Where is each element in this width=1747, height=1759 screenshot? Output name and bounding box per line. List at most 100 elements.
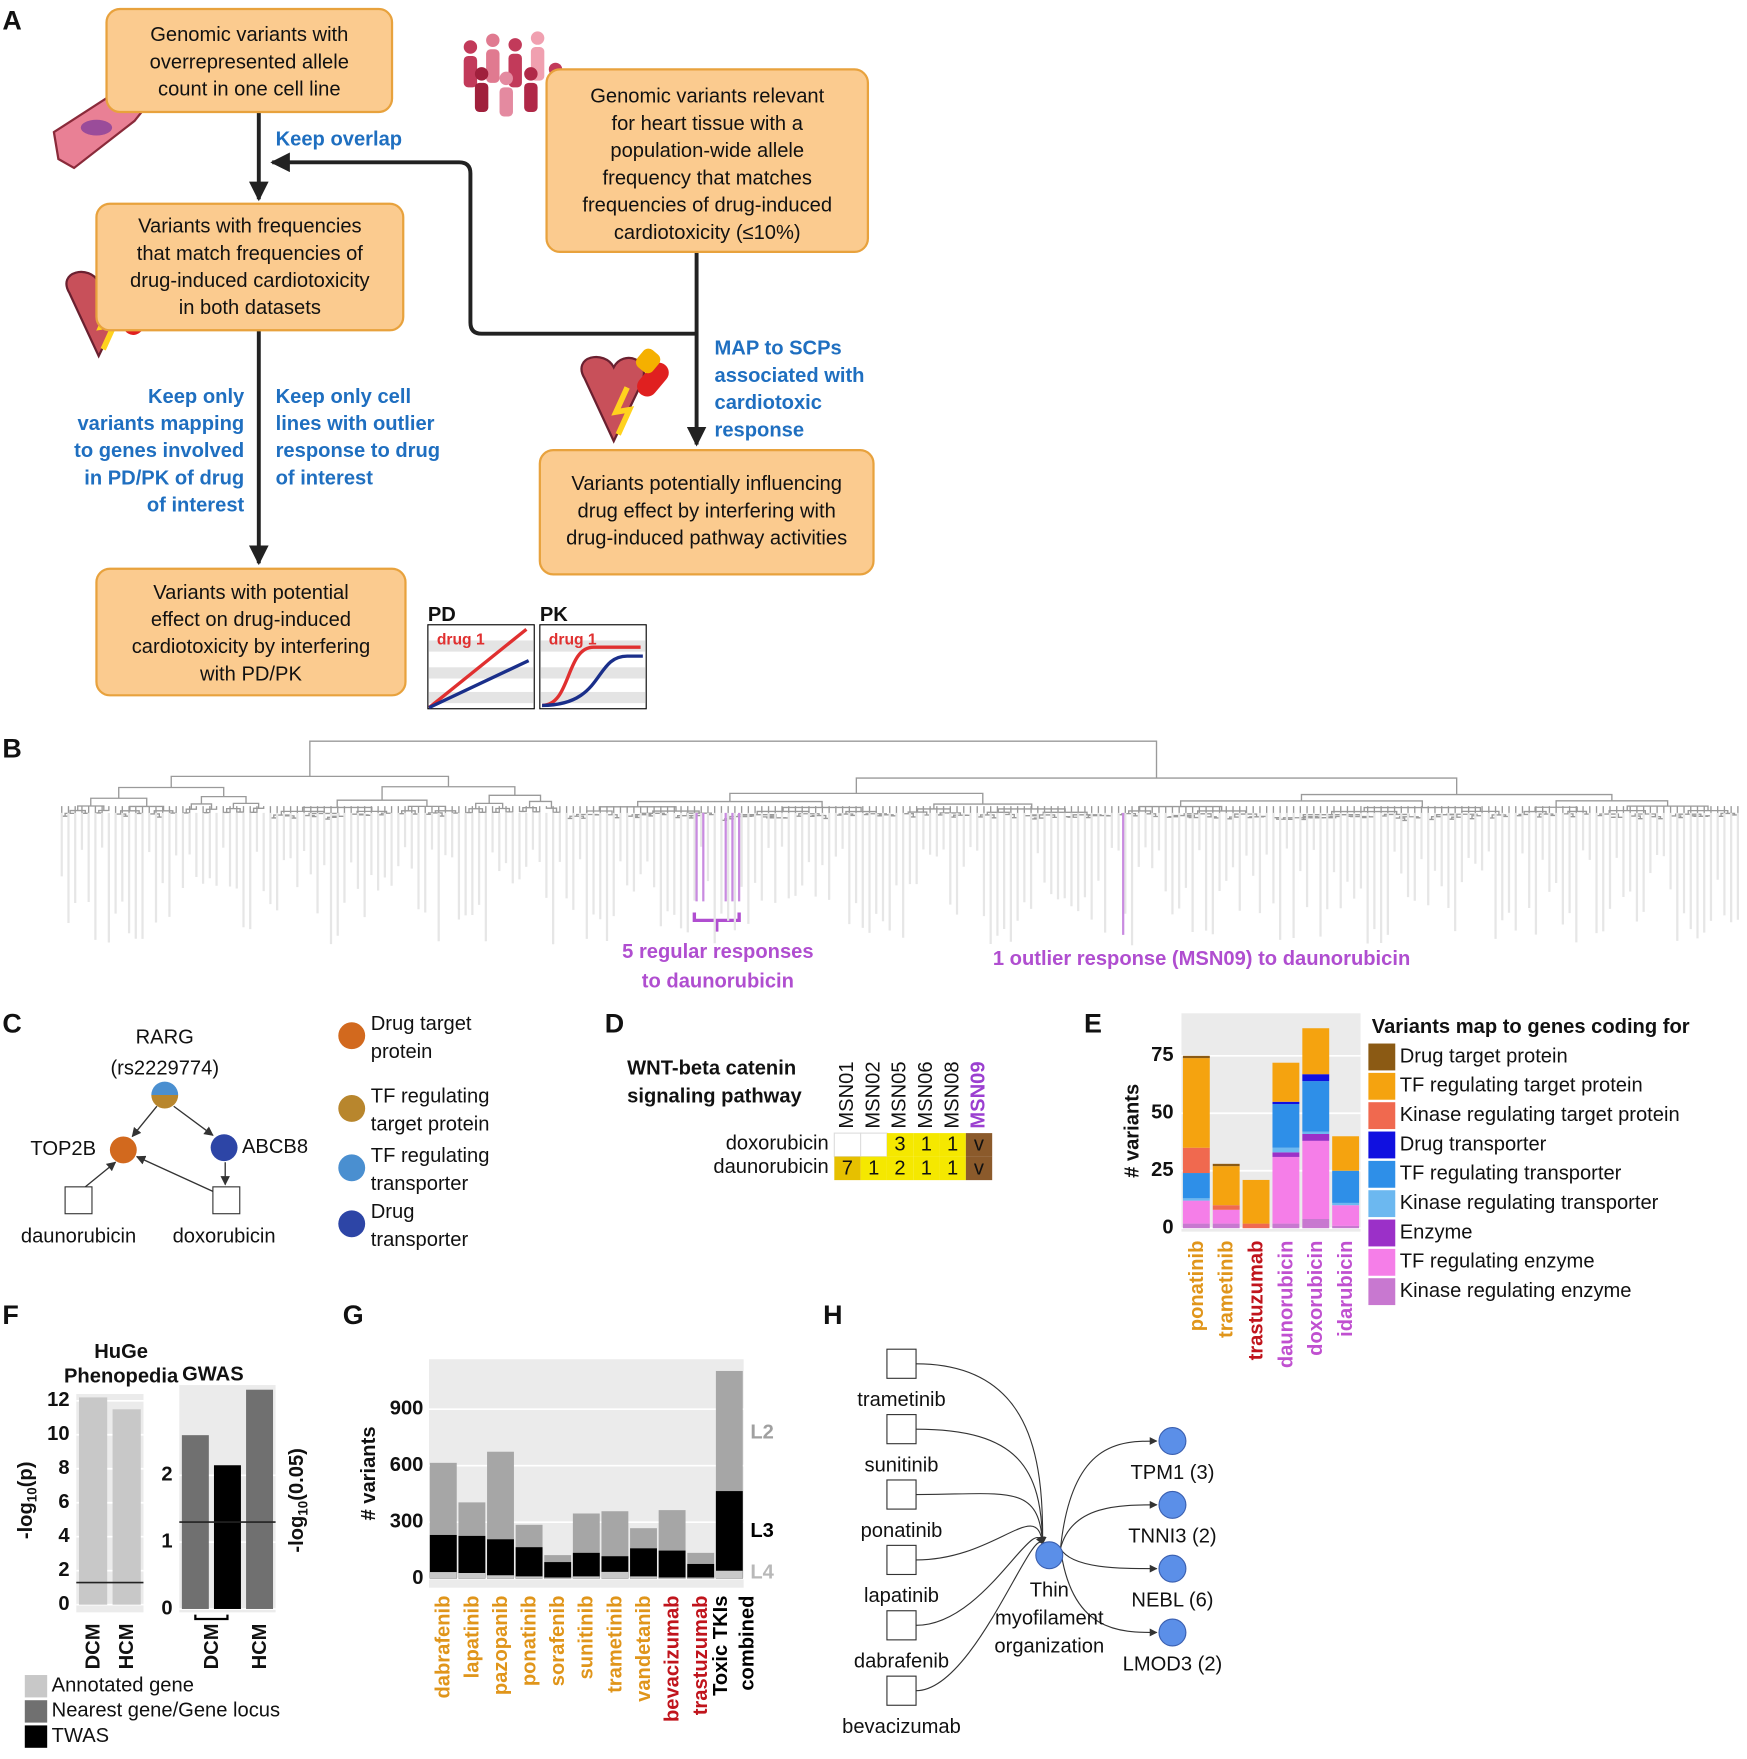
- bar: [658, 1577, 686, 1579]
- dendrogram-branch: [1656, 806, 1665, 820]
- edge: [916, 1535, 1044, 1692]
- flow-box: [545, 68, 870, 254]
- plot-title: PD: [428, 604, 456, 626]
- bar-segment: [1182, 1198, 1210, 1201]
- legend-swatch: [1368, 1190, 1396, 1218]
- dendrogram-branch: [118, 786, 225, 799]
- edge-label: associated with: [715, 365, 865, 387]
- chart-title: GWAS: [182, 1363, 244, 1385]
- annotation: 1 outlier response (MSN09) to daunorubic…: [993, 948, 1410, 970]
- reference-label-part: -log: [286, 1516, 308, 1553]
- bar: [429, 1534, 457, 1579]
- drug-node: [886, 1414, 917, 1445]
- dendrogram-branch: [1183, 813, 1212, 817]
- dendrogram-branch: [77, 805, 105, 811]
- legend-label: Annotated gene: [52, 1675, 194, 1697]
- node: [151, 1081, 179, 1096]
- dendrogram-branch: [1538, 813, 1554, 817]
- heatmap-cell: [860, 1156, 887, 1181]
- dendrogram-branch: [381, 786, 516, 801]
- bar-segment: [1272, 1156, 1300, 1224]
- x-tick-label: trametinib: [1216, 1241, 1238, 1338]
- node-label: ABCB8: [242, 1136, 308, 1158]
- dendrogram-branch: [1649, 806, 1662, 819]
- bar: [715, 1491, 743, 1579]
- dendrogram-branch: [283, 806, 295, 819]
- dendrogram-branch: [545, 806, 558, 813]
- bar-segment: [1302, 1140, 1330, 1219]
- legend-swatch: [338, 1022, 366, 1050]
- node-label: lapatinib: [864, 1585, 939, 1607]
- x-tick-label: ponatinib: [1186, 1241, 1208, 1332]
- legend-label: transporter: [371, 1173, 469, 1195]
- legend-label: Drug target: [371, 1013, 472, 1035]
- x-tick-label: DCM: [201, 1624, 223, 1670]
- y-tick-label: 25: [1151, 1159, 1173, 1181]
- dendrogram-branch: [356, 810, 388, 815]
- bar-segment: [1332, 1225, 1360, 1229]
- flow-box-text: drug effect by interfering with: [578, 500, 836, 522]
- y-axis-title: # variants: [1122, 1084, 1144, 1178]
- dendrogram-branch: [747, 806, 756, 817]
- dendrogram-branch: [401, 810, 416, 815]
- cell-label: 7: [842, 1157, 853, 1179]
- dendrogram-branch: [729, 792, 984, 805]
- edge: [916, 1363, 1047, 1545]
- legend-label: Nearest gene/Gene locus: [52, 1700, 280, 1722]
- legend-swatch: [1368, 1278, 1396, 1306]
- legend-label: TF regulating: [371, 1086, 490, 1108]
- dendrogram-branch: [1245, 806, 1254, 819]
- dendrogram-branch: [916, 808, 951, 813]
- heatmap-title: WNT-beta catenin: [627, 1058, 796, 1080]
- bar-segment: [1272, 1101, 1300, 1105]
- bar-segment: [1272, 1147, 1300, 1153]
- flow-box-text: count in one cell line: [158, 79, 341, 101]
- flow-box-text: Genomic variants with: [150, 24, 348, 46]
- curve-label: drug 1: [549, 632, 597, 649]
- column-label: MSN09: [968, 1061, 990, 1128]
- dendrogram-branch: [1197, 810, 1247, 815]
- legend-swatch: [338, 1210, 366, 1238]
- dendrogram-branch: [1609, 806, 1618, 818]
- dendrogram-branch: [64, 806, 76, 817]
- dendrogram-branch: [1447, 806, 1456, 820]
- bar: [544, 1562, 572, 1579]
- edge-label: variants mapping: [77, 413, 244, 435]
- bar-segment: [1212, 1223, 1240, 1229]
- y-tick-label: 75: [1151, 1044, 1173, 1066]
- bar: [544, 1577, 572, 1579]
- flow-box-text: Genomic variants relevant: [590, 86, 824, 108]
- dendrogram-branch: [835, 806, 844, 816]
- dendrogram-branch: [811, 814, 827, 819]
- dendrogram-branch: [740, 806, 753, 817]
- legend-label: Drug: [371, 1201, 415, 1223]
- y-tick-label: 2: [161, 1464, 172, 1486]
- node-label: (rs2229774): [110, 1058, 219, 1080]
- reference-label: -log10(0.05): [286, 1448, 310, 1552]
- node-label: ponatinib: [861, 1520, 943, 1542]
- dendrogram-branch: [153, 810, 174, 814]
- cell-label: v: [974, 1134, 984, 1156]
- bar-segment: [1182, 1200, 1210, 1224]
- bar-segment: [1182, 1223, 1210, 1229]
- node-label: myofilament: [995, 1607, 1104, 1629]
- panel-letter: F: [2, 1300, 18, 1330]
- drug-node: [886, 1675, 917, 1706]
- bar: [715, 1570, 743, 1579]
- column-label: MSN01: [836, 1061, 858, 1128]
- bar: [687, 1563, 715, 1579]
- legend-swatch: [1368, 1043, 1396, 1071]
- legend-label: Enzyme: [1400, 1221, 1473, 1243]
- flow-box-text: Variants with frequencies: [138, 216, 362, 238]
- gene-node: [1158, 1427, 1187, 1456]
- y-tick-label: 2: [58, 1559, 69, 1581]
- dendrogram-branch: [170, 775, 450, 788]
- cell-label: 1: [868, 1157, 879, 1179]
- dendrogram-branch: [1629, 806, 1641, 819]
- dendrogram-branch: [1687, 809, 1729, 815]
- bar-segment: [1272, 1062, 1300, 1102]
- heatmap-cell: [913, 1133, 940, 1157]
- column-label: MSN02: [862, 1061, 884, 1128]
- bar: [515, 1576, 543, 1579]
- flow-box-text: in both datasets: [179, 297, 321, 319]
